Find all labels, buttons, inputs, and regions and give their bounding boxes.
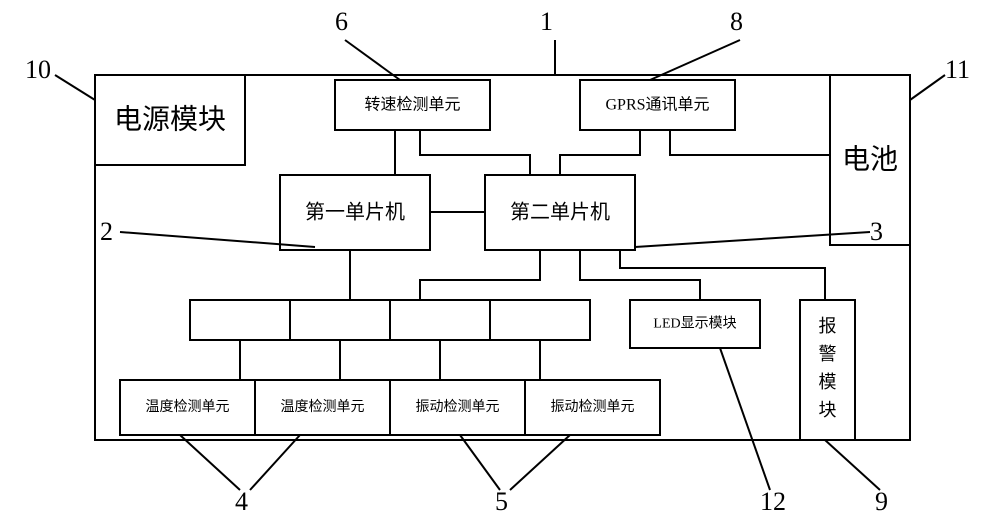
box-label-gprs: GPRS通讯单元	[605, 96, 709, 114]
box-label-mcu1: 第一单片机	[305, 201, 405, 224]
callout-number-n6: 6	[335, 7, 348, 36]
callout-n10: 10	[25, 55, 95, 100]
connection-6	[420, 250, 540, 300]
connection-8	[620, 250, 825, 300]
callout-number-n4: 4	[235, 487, 248, 516]
box-temp1: 温度检测单元	[120, 380, 255, 435]
box-label-mcu2: 第二单片机	[510, 201, 610, 224]
connection-1	[420, 130, 530, 175]
callout-number-n1: 1	[540, 7, 553, 36]
callout-n11: 11	[910, 55, 970, 100]
box-label-alarm-0: 报	[819, 316, 837, 336]
box-label-alarm-3: 块	[819, 400, 837, 420]
callout-n12: 12	[720, 348, 786, 516]
box-label-led: LED显示模块	[653, 316, 736, 332]
box-label-alarm-1: 警	[819, 344, 837, 364]
connection-2	[560, 130, 640, 175]
box-gprs: GPRS通讯单元	[580, 80, 735, 130]
callout-n8: 8	[650, 7, 743, 80]
callout-number-n2: 2	[100, 217, 113, 246]
box-speed: 转速检测单元	[335, 80, 490, 130]
callout-number-n9: 9	[875, 487, 888, 516]
box-vib2: 振动检测单元	[525, 380, 660, 435]
box-label-temp1: 温度检测单元	[146, 399, 230, 415]
box-temp2: 温度检测单元	[255, 380, 390, 435]
callout-number-n12: 12	[760, 487, 786, 516]
callout-number-n11: 11	[945, 55, 970, 84]
callout-n6: 6	[335, 7, 400, 80]
box-label-battery: 电池	[842, 144, 898, 176]
box-mcu2: 第二单片机	[485, 175, 635, 250]
callout-number-n10: 10	[25, 55, 51, 84]
box-label-power: 电源模块	[114, 104, 226, 136]
callout-number-n3: 3	[870, 217, 883, 246]
box-label-speed: 转速检测单元	[364, 96, 460, 114]
box-mcu1: 第一单片机	[280, 175, 430, 250]
callout-number-n8: 8	[730, 7, 743, 36]
box-led: LED显示模块	[630, 300, 760, 348]
callout-number-n5: 5	[495, 487, 508, 516]
callout-n4: 4	[180, 435, 300, 516]
callout-n1: 1	[540, 7, 555, 75]
box-label-temp2: 温度检测单元	[281, 399, 365, 415]
box-label-vib1: 振动检测单元	[416, 399, 500, 415]
box-label-alarm-2: 模	[819, 372, 837, 392]
box-vib1: 振动检测单元	[390, 380, 525, 435]
box-alarm: 报警模块	[800, 300, 855, 440]
callout-n5: 5	[460, 435, 570, 516]
connection-7	[580, 250, 700, 300]
box-power: 电源模块	[95, 75, 245, 165]
box-label-vib2: 振动检测单元	[551, 399, 635, 415]
connection-3	[670, 130, 845, 245]
block-diagram: 电源模块 转速检测单元 GPRS通讯单元电池第一单片机 第二单片机 LED显示模块 报警模…	[0, 0, 1000, 521]
callout-n9: 9	[825, 440, 888, 516]
